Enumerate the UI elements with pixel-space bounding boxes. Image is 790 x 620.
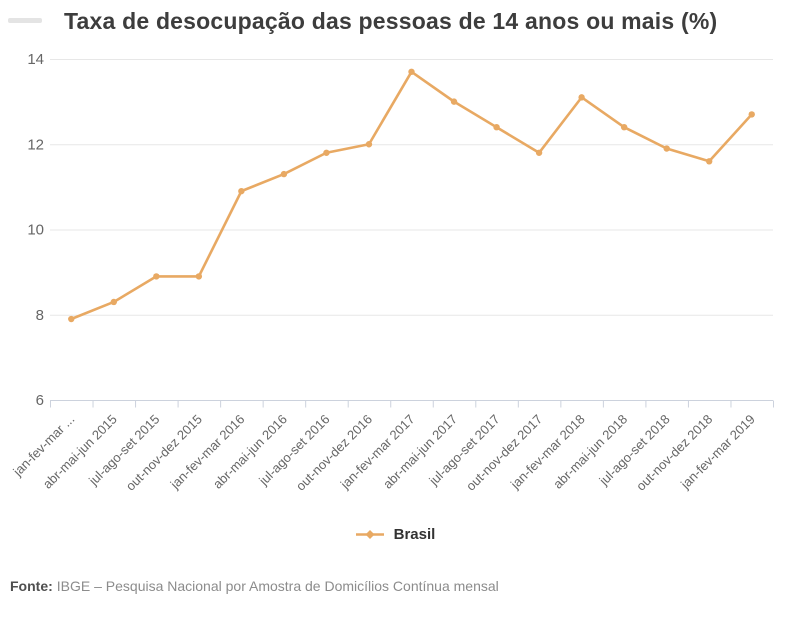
decorative-dash xyxy=(8,18,42,23)
y-axis-label: 10 xyxy=(27,222,44,239)
data-point-marker[interactable] xyxy=(365,141,373,148)
x-axis-label: abr-mai-jun 2015 xyxy=(40,412,120,492)
data-point-marker[interactable] xyxy=(493,124,500,131)
data-point-marker[interactable] xyxy=(408,68,415,75)
data-point-marker[interactable] xyxy=(153,273,160,280)
x-axis-label: jan-fev-mar 2018 xyxy=(507,412,588,493)
data-point-marker[interactable] xyxy=(663,145,670,152)
data-point-marker[interactable] xyxy=(450,98,458,105)
x-axis-label: abr-mai-jun 2016 xyxy=(210,412,290,492)
source-footer: Fonte: IBGE – Pesquisa Nacional por Amost… xyxy=(10,578,499,594)
x-axis-label: abr-mai-jun 2017 xyxy=(380,412,460,492)
data-point-marker[interactable] xyxy=(535,149,543,156)
legend-item-brasil[interactable]: Brasil xyxy=(355,526,436,543)
legend-line-marker-icon xyxy=(355,530,384,539)
chart-legend: Brasil xyxy=(0,526,790,543)
y-axis-label: 8 xyxy=(36,307,44,324)
data-point-marker[interactable] xyxy=(578,94,585,101)
series-line-brasil xyxy=(69,70,754,321)
data-point-marker[interactable] xyxy=(238,187,245,195)
data-point-marker[interactable] xyxy=(68,315,75,323)
source-label: Fonte: xyxy=(10,578,53,594)
data-point-marker[interactable] xyxy=(280,170,288,178)
data-point-marker[interactable] xyxy=(620,124,628,131)
data-point-marker[interactable] xyxy=(323,149,330,156)
data-point-marker[interactable] xyxy=(748,111,755,118)
x-axis-label: out-nov-dez 2015 xyxy=(123,412,205,494)
x-axis-label: jan-fev-mar 2019 xyxy=(677,412,758,493)
data-point-marker[interactable] xyxy=(195,273,203,280)
x-axis-label: jan-fev-mar 2016 xyxy=(167,412,248,493)
x-axis-label: abr-mai-jun 2018 xyxy=(550,412,630,492)
y-axis-label: 12 xyxy=(27,136,44,153)
x-axis-label: out-nov-dez 2018 xyxy=(633,412,715,494)
x-axis-label: out-nov-dez 2017 xyxy=(463,412,545,494)
legend-label: Brasil xyxy=(393,526,436,543)
data-point-marker[interactable] xyxy=(110,298,117,306)
source-text: IBGE – Pesquisa Nacional por Amostra de … xyxy=(56,578,499,594)
y-axis-label: 14 xyxy=(27,51,44,68)
data-point-marker[interactable] xyxy=(706,158,713,165)
x-axis-label: out-nov-dez 2016 xyxy=(293,412,375,494)
chart-title: Taxa de desocupação das pessoas de 14 an… xyxy=(64,8,718,34)
x-axis-label: jan-fev-mar 2017 xyxy=(337,412,418,493)
y-axis-label: 6 xyxy=(36,392,44,409)
